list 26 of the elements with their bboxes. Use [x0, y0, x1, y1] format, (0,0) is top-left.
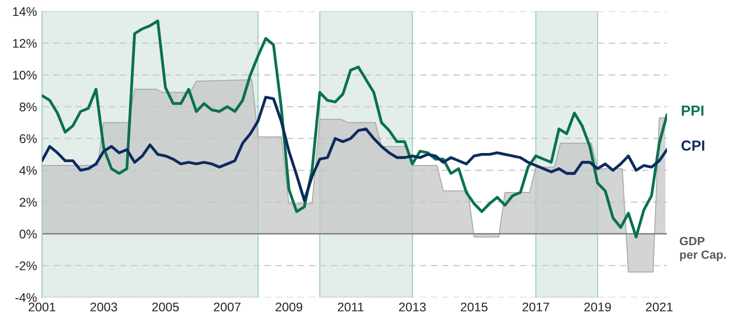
x-tick-label: 2005: [152, 302, 179, 312]
x-tick-label: 2019: [584, 302, 611, 312]
line-series: [42, 96, 667, 202]
x-tick-label: 2015: [460, 302, 488, 312]
line-series: [42, 20, 667, 238]
y-tick-label: 8%: [20, 102, 37, 112]
series-label: PPI: [682, 106, 704, 116]
y-tick-label: 6%: [20, 134, 37, 144]
y-tick-label: 2%: [20, 198, 37, 207]
x-tick-label: 2013: [399, 302, 426, 312]
y-tick-label: 4%: [19, 166, 37, 175]
y-tick-label: 14%: [13, 7, 37, 16]
series-label: CPI: [681, 140, 704, 151]
y-tick-label: 12%: [13, 38, 37, 48]
x-tick-label: 2003: [90, 302, 118, 312]
y-tick-label: -4%: [15, 293, 37, 302]
series-label: GDP per Cap.: [680, 236, 726, 262]
y-tick-label: 10%: [13, 70, 37, 80]
x-tick-label: 2009: [276, 302, 302, 312]
x-tick-label: 2021: [646, 302, 673, 312]
x-tick-label: 2001: [28, 302, 56, 312]
x-tick-label: 2011: [338, 302, 364, 312]
y-tick-label: -2%: [15, 261, 37, 270]
x-tick-label: 2017: [522, 302, 550, 312]
y-tick-label: 0%: [20, 230, 37, 238]
x-tick-label: 2007: [214, 302, 240, 312]
